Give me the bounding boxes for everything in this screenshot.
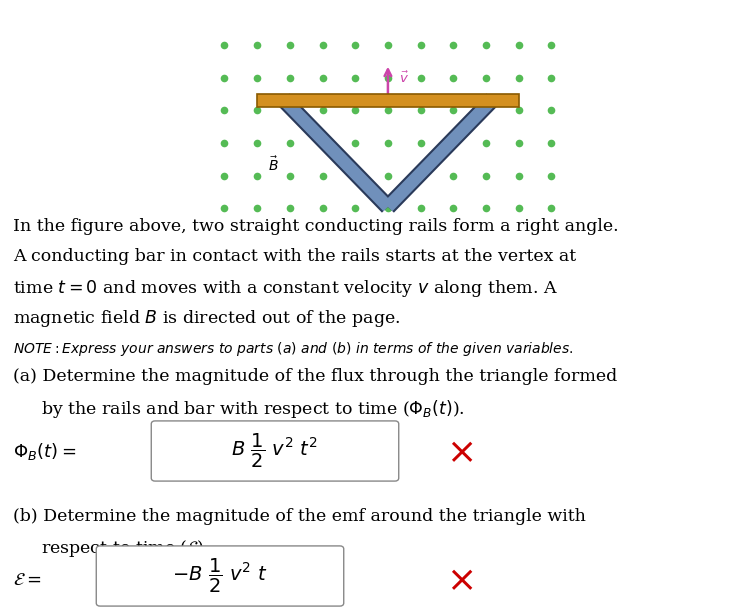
Text: $\times$: $\times$ [446, 563, 474, 597]
Text: (b) Determine the magnitude of the emf around the triangle with: (b) Determine the magnitude of the emf a… [13, 508, 586, 525]
Text: time $t = 0$ and moves with a constant velocity $v$ along them. A: time $t = 0$ and moves with a constant v… [13, 278, 559, 299]
Text: respect to time ($\mathcal{E}$).: respect to time ($\mathcal{E}$). [41, 538, 209, 559]
Text: magnetic field $B$ is directed out of the page.: magnetic field $B$ is directed out of th… [13, 308, 401, 329]
Text: A conducting bar in contact with the rails starts at the vertex at: A conducting bar in contact with the rai… [13, 248, 577, 265]
Text: $B\ \dfrac{1}{2}\ v^2\ t^2$: $B\ \dfrac{1}{2}\ v^2\ t^2$ [231, 432, 319, 470]
Text: $\vec{B}$: $\vec{B}$ [268, 155, 279, 174]
Text: $\mathcal{E} = $: $\mathcal{E} = $ [13, 571, 42, 589]
Text: by the rails and bar with respect to time ($\Phi_B(t)$).: by the rails and bar with respect to tim… [41, 398, 465, 420]
Text: $-B\ \dfrac{1}{2}\ v^2\ t$: $-B\ \dfrac{1}{2}\ v^2\ t$ [172, 557, 268, 595]
Text: $\mathit{NOTE: Express\ your\ answers\ to\ parts\ (a)\ and\ (b)\ in\ terms\ of\ : $\mathit{NOTE: Express\ your\ answers\ t… [13, 340, 574, 358]
Text: (a) Determine the magnitude of the flux through the triangle formed: (a) Determine the magnitude of the flux … [13, 368, 618, 385]
Text: In the figure above, two straight conducting rails form a right angle.: In the figure above, two straight conduc… [13, 218, 619, 235]
Text: $\vec{v}$: $\vec{v}$ [399, 71, 410, 86]
Text: $\times$: $\times$ [446, 435, 474, 469]
Bar [257, 94, 518, 107]
Text: $\Phi_B(t) = $: $\Phi_B(t) = $ [13, 442, 77, 463]
